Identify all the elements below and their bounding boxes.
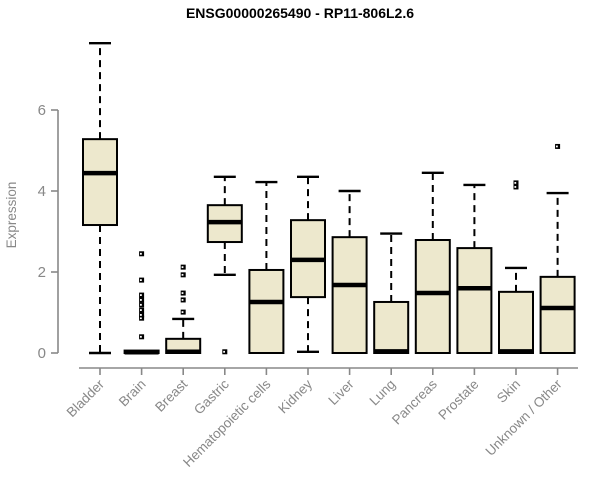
outlier-point-center <box>140 294 142 296</box>
outlier-point-center <box>140 303 142 306</box>
outlier-point-center <box>140 314 142 316</box>
outlier-point-center <box>181 273 184 276</box>
boxplot-gastric <box>206 175 243 355</box>
outlier-point-center <box>140 252 142 255</box>
x-tick-label-lung: Lung <box>366 377 398 409</box>
outlier-point-center <box>181 299 184 301</box>
boxplot-pancreas <box>414 171 451 355</box>
boxplot-kidney <box>290 175 326 353</box>
y-tick-label: 2 <box>38 264 46 281</box>
iqr-box <box>373 300 410 354</box>
iqr-box <box>331 236 368 354</box>
outlier-point-center <box>181 292 184 294</box>
outlier-point-center <box>140 317 142 320</box>
boxplot-hematopoietic-cells <box>248 180 285 355</box>
outlier-point-center <box>514 182 517 184</box>
chart-title: ENSG00000265490 - RP11-806L2.6 <box>186 5 414 21</box>
iqr-box <box>456 247 493 354</box>
x-tick-label-breast: Breast <box>152 376 190 414</box>
x-tick-label-bladder: Bladder <box>64 376 108 420</box>
outlier-point-center <box>223 350 225 353</box>
x-tick-label-pancreas: Pancreas <box>389 376 440 427</box>
x-tick-label-gastric: Gastric <box>191 376 232 417</box>
outlier-point-center <box>556 145 558 148</box>
outlier-point-center <box>140 299 142 301</box>
outlier-point-center <box>514 186 517 188</box>
iqr-box <box>539 275 576 354</box>
boxplot-lung <box>373 232 410 354</box>
outlier-point-center <box>140 309 142 311</box>
iqr-box <box>414 239 451 355</box>
boxplot-liver <box>331 189 368 354</box>
x-tick-label-skin: Skin <box>494 377 523 406</box>
outlier-point-center <box>140 335 142 338</box>
boxplot-unknown-other <box>539 143 576 354</box>
x-tick-label-kidney: Kidney <box>275 376 315 416</box>
x-tick-label-prostate: Prostate <box>435 377 481 423</box>
boxplot-prostate <box>456 183 493 354</box>
outlier-point-center <box>140 279 142 281</box>
boxplot-breast <box>165 264 202 355</box>
boxplot-bladder <box>82 41 118 355</box>
y-tick-label: 0 <box>38 345 46 362</box>
x-tick-label-liver: Liver <box>325 376 357 408</box>
x-tick-label-unknown-other: Unknown / Other <box>482 376 565 459</box>
y-axis-label: Expression <box>4 182 19 249</box>
y-tick-label: 6 <box>38 102 46 119</box>
outlier-point-center <box>181 266 184 269</box>
x-tick-label-brain: Brain <box>116 377 149 410</box>
outlier-point-center <box>181 311 184 313</box>
boxplot-skin <box>498 180 534 354</box>
iqr-box <box>248 268 285 355</box>
iqr-box <box>498 290 534 354</box>
y-tick-label: 4 <box>38 183 46 200</box>
iqr-box <box>82 138 118 227</box>
boxplot-brain <box>123 251 160 355</box>
